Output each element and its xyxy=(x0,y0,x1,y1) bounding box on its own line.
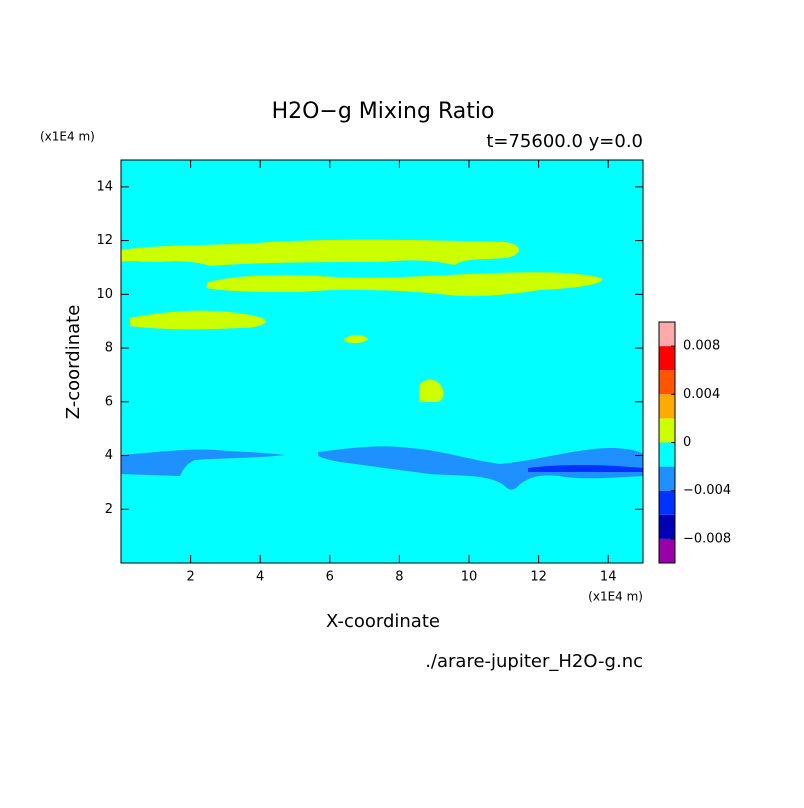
x-tick-label: 10 xyxy=(461,570,478,585)
contour-region xyxy=(121,239,519,266)
y-tick-label: 14 xyxy=(96,179,113,194)
x-tick-label: 4 xyxy=(256,570,264,585)
y-tick-label: 6 xyxy=(105,394,113,409)
colorbar-box xyxy=(659,514,675,539)
colorbar-box xyxy=(659,418,675,443)
colorbar-box xyxy=(659,322,675,347)
colorbar-box xyxy=(659,442,675,467)
contour-region xyxy=(528,465,643,472)
contour-region xyxy=(121,160,643,563)
colorbar-box xyxy=(659,490,675,515)
contour-region xyxy=(121,449,285,476)
x-unit: (x1E4 m) xyxy=(588,590,643,604)
y-tick-label: 8 xyxy=(105,341,113,356)
x-tick-label: 2 xyxy=(186,570,194,585)
colorbar-tick-label: −0.004 xyxy=(683,483,731,498)
chart-subtitle: t=75600.0 y=0.0 xyxy=(486,131,643,152)
y-axis-label: Z-coordinate xyxy=(63,305,84,420)
y-tick-label: 2 xyxy=(105,502,113,517)
contour-region xyxy=(130,310,266,330)
colorbar-box xyxy=(659,538,675,563)
colorbar-box xyxy=(659,466,675,491)
colorbar-box xyxy=(659,346,675,371)
x-tick-label: 14 xyxy=(600,570,617,585)
y-tick-label: 10 xyxy=(96,287,113,302)
contour-region xyxy=(344,334,368,344)
contour-region xyxy=(318,446,643,490)
plot-frame xyxy=(120,159,644,564)
colorbar-tick-label: 0.004 xyxy=(683,387,720,402)
contour-regions xyxy=(121,160,643,563)
y-tick-label: 4 xyxy=(105,448,113,463)
y-tick-label: 12 xyxy=(96,233,113,248)
chart-title: H2O−g Mixing Ratio xyxy=(272,99,495,124)
footnote: ./arare-jupiter_H2O-g.nc xyxy=(425,651,643,672)
y-unit: (x1E4 m) xyxy=(40,130,95,144)
x-tick-label: 12 xyxy=(530,570,547,585)
colorbar-box xyxy=(659,370,675,395)
contour-region xyxy=(419,379,444,402)
x-axis-label: X-coordinate xyxy=(326,611,440,632)
contour-region xyxy=(206,272,603,297)
colorbar-tick-label: 0.008 xyxy=(683,339,720,354)
x-tick-label: 8 xyxy=(395,570,403,585)
colorbar-tick-label: 0 xyxy=(683,435,691,450)
colorbar-box xyxy=(659,394,675,419)
colorbar-tick-label: −0.008 xyxy=(683,531,731,546)
x-tick-label: 6 xyxy=(326,570,334,585)
